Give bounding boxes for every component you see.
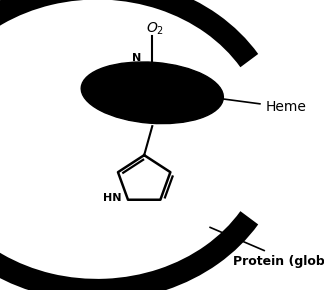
Text: N: N xyxy=(132,53,141,63)
Text: Heme: Heme xyxy=(223,99,307,114)
Ellipse shape xyxy=(81,62,223,124)
Text: $O_2$: $O_2$ xyxy=(146,21,165,37)
Text: Protein (globin): Protein (globin) xyxy=(210,227,324,267)
Text: N: N xyxy=(147,106,157,119)
Text: HN: HN xyxy=(103,193,122,203)
